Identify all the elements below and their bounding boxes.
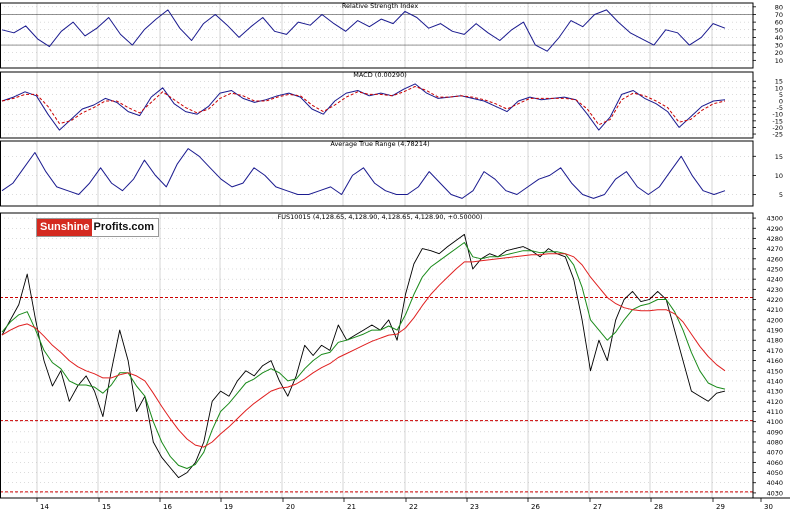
- ytick-label-0-1: 70: [775, 11, 783, 19]
- ytick-label-3-20: 4100: [766, 418, 783, 426]
- ytick-label-2-1: 10: [775, 172, 783, 180]
- ytick-label-3-25: 4050: [766, 469, 783, 477]
- ytick-label-1-3: 0: [779, 98, 783, 106]
- xtick-label-7: 23: [470, 503, 479, 511]
- xtick-label-8: 26: [531, 503, 540, 511]
- ytick-label-1-1: 10: [775, 84, 783, 92]
- sunshine-profits-logo: Sunshine Profits.com: [36, 218, 160, 237]
- ytick-label-1-0: 15: [775, 78, 783, 86]
- xtick-label-2: 16: [163, 503, 172, 511]
- ytick-label-3-24: 4060: [766, 459, 783, 467]
- panel-frame-1: [0, 71, 754, 139]
- series-line-0-0: [1, 9, 726, 52]
- ytick-label-1-8: -25: [772, 131, 783, 139]
- xtick-label-0: 14: [40, 503, 49, 511]
- ytick-label-3-13: 4170: [766, 347, 783, 355]
- ytick-label-0-7: 10: [775, 57, 783, 65]
- ytick-label-3-26: 4040: [766, 479, 783, 487]
- series-line-1-1: [1, 86, 726, 126]
- series-line-1-0: [1, 83, 726, 131]
- ytick-label-3-15: 4150: [766, 367, 783, 375]
- panel-frame-2: [0, 140, 754, 207]
- ytick-label-0-6: 20: [775, 49, 783, 57]
- xtick-label-9: 27: [593, 503, 602, 511]
- xtick-label-3: 19: [224, 503, 233, 511]
- ytick-label-0-5: 30: [775, 42, 783, 50]
- panel-title-1: MACD (0.00290): [353, 71, 407, 79]
- ytick-label-3-12: 4180: [766, 337, 783, 345]
- xtick-label-5: 21: [347, 503, 356, 511]
- grid-layer: [0, 3, 753, 498]
- ytick-label-3-1: 4290: [766, 225, 783, 233]
- ytick-label-3-9: 4210: [766, 306, 783, 314]
- ytick-label-3-5: 4250: [766, 265, 783, 273]
- series-line-2-0: [1, 148, 726, 199]
- ytick-label-1-2: 5: [779, 91, 783, 99]
- xtick-label-11: 29: [716, 503, 725, 511]
- ytick-label-3-3: 4270: [766, 245, 783, 253]
- ytick-label-3-11: 4190: [766, 327, 783, 335]
- series-line-3-0: [1, 233, 726, 479]
- xtick-label-4: 20: [286, 503, 295, 511]
- ytick-label-3-6: 4240: [766, 276, 783, 284]
- ytick-label-3-27: 4030: [766, 489, 783, 497]
- ytick-label-1-5: -10: [772, 111, 783, 119]
- ytick-label-3-18: 4120: [766, 398, 783, 406]
- ytick-label-3-0: 4300: [766, 215, 783, 223]
- panel-frame-0: [0, 2, 754, 69]
- ytick-label-3-2: 4280: [766, 235, 783, 243]
- ytick-label-3-7: 4230: [766, 286, 783, 294]
- xtick-label-1: 15: [102, 503, 111, 511]
- xtick-label-6: 22: [409, 503, 418, 511]
- panel-title-3: FUS10015 (4,128.65, 4,128.90, 4,128.65, …: [277, 213, 482, 221]
- ytick-label-3-8: 4220: [766, 296, 783, 304]
- logo-part-2: Profits.com: [93, 221, 155, 233]
- logo-part-1: Sunshine: [37, 219, 92, 236]
- panel-title-0: Relative Strength Index: [342, 2, 419, 10]
- ytick-label-3-16: 4140: [766, 377, 783, 385]
- ytick-label-3-14: 4160: [766, 357, 783, 365]
- ytick-label-3-22: 4080: [766, 439, 783, 447]
- series-layer: [1, 9, 726, 479]
- ytick-label-0-4: 40: [775, 34, 783, 42]
- xtick-label-10: 28: [654, 503, 663, 511]
- frame-layer: [0, 2, 790, 502]
- ytick-label-1-4: -5: [777, 104, 783, 112]
- panel-title-2: Average True Range (4.78214): [330, 140, 429, 148]
- ytick-label-3-10: 4200: [766, 316, 783, 324]
- ytick-label-3-19: 4110: [766, 408, 783, 416]
- ytick-label-3-23: 4070: [766, 449, 783, 457]
- series-line-3-2: [1, 253, 726, 448]
- ytick-label-1-6: -15: [772, 117, 783, 125]
- ytick-label-2-0: 15: [775, 153, 783, 161]
- series-line-3-1: [1, 242, 726, 469]
- ytick-label-3-21: 4090: [766, 428, 783, 436]
- ytick-label-3-17: 4130: [766, 388, 783, 396]
- ytick-label-2-2: 5: [779, 191, 783, 199]
- xtick-label-12: 30: [764, 503, 773, 511]
- ytick-label-0-3: 50: [775, 26, 783, 34]
- ytick-label-0-0: 80: [775, 3, 783, 11]
- ytick-label-3-4: 4260: [766, 255, 783, 263]
- ytick-label-0-2: 60: [775, 19, 783, 27]
- ytick-label-1-7: -20: [772, 124, 783, 132]
